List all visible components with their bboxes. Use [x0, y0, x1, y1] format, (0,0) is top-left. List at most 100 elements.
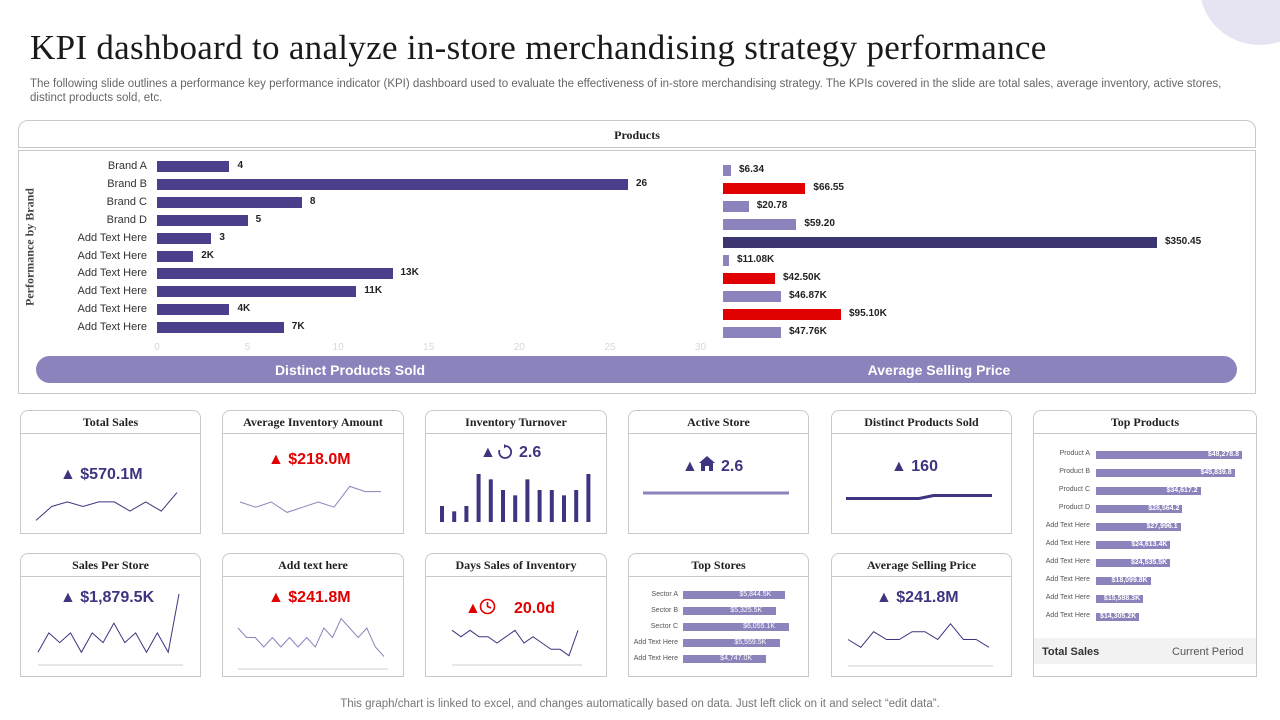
top-store-label: Add Text Here	[633, 638, 678, 646]
top-product-label: Product D	[1058, 504, 1090, 511]
top-store-bar	[683, 639, 781, 647]
brand-x-tick: 0	[154, 342, 160, 353]
sparkline-add-text	[237, 617, 388, 670]
price-bar-value: $66.55	[813, 182, 844, 193]
turnover-bar	[452, 511, 457, 522]
page-title: KPI dashboard to analyze in-store mercha…	[30, 28, 1047, 67]
pill-label-distinct: Distinct Products Sold	[274, 362, 426, 378]
top-store-label: Sector A	[651, 590, 678, 598]
top-product-value: $24,535.5K	[1130, 558, 1168, 566]
brand-bar	[157, 250, 194, 262]
sparkline-path	[847, 623, 990, 648]
brand-category-label: Add Text Here	[77, 321, 147, 334]
price-bar	[723, 273, 775, 284]
brand-category-label: Brand A	[107, 160, 147, 172]
top-store-bar	[683, 623, 789, 631]
top-store-value: $6,055.1K	[743, 622, 775, 630]
card-title-avg-inventory: Average Inventory Amount	[222, 410, 404, 434]
kpi-inventory-turnover: 2.6	[519, 444, 542, 461]
sparkline-path	[237, 617, 385, 657]
brand-x-tick: 15	[423, 342, 435, 353]
brand-category-label: Add Text Here	[77, 249, 147, 262]
top-product-label: Product A	[1059, 450, 1090, 457]
kpi-add-text: ▲ $241.8M	[268, 589, 351, 606]
top-store-value: $5,559.5K	[734, 638, 767, 646]
top-product-value: $18,099.8K	[1111, 576, 1148, 584]
brand-category-label: Brand B	[107, 177, 147, 190]
brand-bar	[157, 232, 212, 244]
card-distinct-products[interactable]	[831, 432, 1012, 534]
card-title-top-stores: Top Stores	[628, 553, 809, 577]
price-bar-value: $42.50K	[783, 272, 821, 283]
top-product-label: Add Text Here	[1045, 576, 1090, 583]
top-product-label: Add Text Here	[1045, 540, 1090, 547]
top-product-bar	[1096, 613, 1140, 621]
brand-bar-value: 3	[219, 231, 225, 243]
turnover-bar	[464, 506, 469, 522]
brand-category-label: Brand D	[106, 213, 147, 226]
brand-bar-value: 4K	[237, 303, 251, 315]
price-bar-value: $47.76K	[789, 326, 827, 337]
price-bar	[723, 183, 806, 194]
top-store-bar	[683, 655, 767, 663]
card-title-add-text: Add text here	[222, 553, 404, 577]
price-bar-value: $95.10K	[849, 308, 887, 319]
price-bar	[723, 237, 1157, 248]
top-product-bar	[1096, 559, 1171, 567]
top-product-bar	[1096, 487, 1201, 495]
top-store-value: $5,844.5K	[739, 590, 772, 598]
kpi-days-sales: 20.0d	[514, 600, 555, 617]
card-title-top-products: Top Products	[1033, 410, 1257, 434]
card-title-distinct-products: Distinct Products Sold	[831, 410, 1012, 434]
price-bar-value: $350.45	[1165, 236, 1202, 247]
top-product-bar	[1096, 451, 1242, 459]
top-product-bar	[1096, 523, 1181, 531]
turnover-bar	[513, 495, 518, 522]
price-bar	[723, 327, 781, 338]
brand-bar-value: 8	[309, 195, 316, 207]
triangle-up-icon: ▲	[465, 600, 481, 617]
price-bar-value: $46.87K	[789, 290, 827, 301]
sparkline-avg-selling-price	[847, 623, 993, 667]
top-product-label: Product C	[1058, 486, 1090, 493]
top-product-label: Add Text Here	[1045, 594, 1090, 601]
top-products-footer-right: Current Period	[1172, 646, 1244, 658]
sparkline-avg-inventory	[239, 485, 381, 513]
top-store-value: $4,747.0K	[720, 654, 753, 662]
card-title-total-sales: Total Sales	[20, 410, 201, 434]
kpi-distinct-products: ▲ 160	[891, 458, 938, 475]
sparkline-path	[451, 629, 579, 657]
brand-x-tick: 10	[332, 342, 344, 353]
page-subtitle: The following slide outlines a performan…	[30, 78, 1222, 104]
kpi-active-store: 2.6	[721, 458, 744, 475]
kpi-avg-inventory: ▲ $218.0M	[268, 451, 351, 468]
brand-bar	[157, 178, 628, 190]
footer-note: This graph/chart is linked to excel, and…	[340, 698, 940, 710]
top-product-bar	[1096, 505, 1183, 513]
top-product-value: $28,564.2	[1148, 504, 1180, 512]
top-product-value: $15,588.3K	[1103, 594, 1141, 602]
decorative-circle	[1200, 0, 1280, 45]
kpi-total-sales: ▲ $570.1M	[60, 466, 143, 483]
price-bar-value: $20.78	[756, 200, 788, 211]
brand-x-tick: 30	[694, 342, 707, 353]
triangle-up-icon: ▲	[480, 444, 496, 461]
top-product-label: Add Text Here	[1045, 522, 1090, 529]
top-store-label: Add Text Here	[633, 654, 678, 662]
kpi-sales-per-store: ▲ $1,879.5K	[60, 589, 155, 606]
top-product-bar	[1096, 577, 1151, 585]
top-store-value: $5,325.5K	[730, 606, 763, 614]
card-active-store[interactable]	[628, 432, 809, 534]
sparkline-path	[35, 492, 178, 521]
price-bar	[723, 309, 841, 320]
top-product-label: Add Text Here	[1045, 612, 1090, 619]
brand-bar-value: 5	[255, 213, 262, 225]
top-product-value: $27,996.1	[1146, 522, 1178, 530]
sparkline-path	[846, 494, 992, 500]
brand-bar	[157, 322, 284, 334]
products-header: Products	[18, 120, 1256, 148]
sparkline-active-store	[643, 491, 789, 495]
kpi-avg-selling-price: ▲ $241.8M	[876, 589, 959, 606]
sparkline-distinct-products	[846, 494, 992, 500]
brand-bar	[157, 268, 393, 280]
